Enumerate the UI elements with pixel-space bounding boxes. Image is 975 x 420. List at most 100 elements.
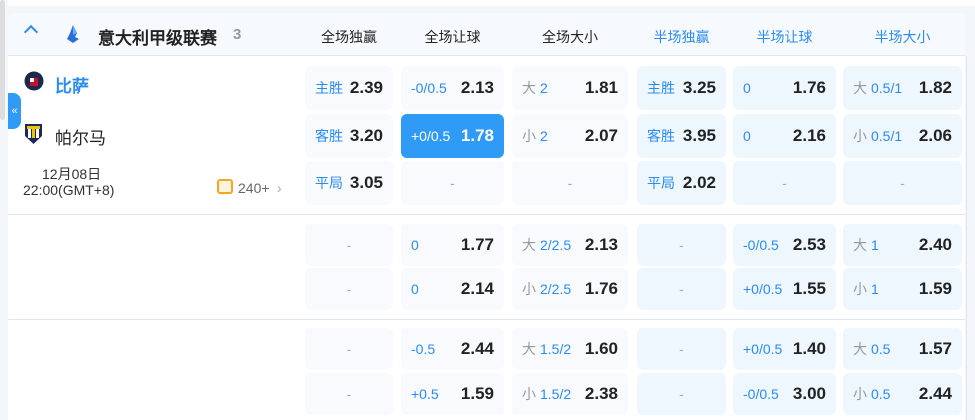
odds-cell[interactable]: +0.5 1.59 (401, 373, 504, 415)
more-markets-icon[interactable] (217, 179, 233, 194)
line-label: 0.5 (871, 341, 891, 357)
odds-value: 1.57 (918, 339, 952, 358)
column-header: 半场独赢 (653, 29, 710, 45)
over-under-label: 小 (853, 128, 867, 144)
odds-cell[interactable]: +0/0.5 1.55 (733, 268, 836, 310)
home-team[interactable]: 比萨 (55, 77, 89, 96)
panel-scrollbar[interactable] (966, 56, 967, 420)
line-label: 0.5/1 (871, 80, 903, 96)
odds-cell-empty: - (733, 161, 836, 205)
odds-cell[interactable]: 小 1 1.59 (843, 268, 962, 310)
line-label: 1.5/2 (540, 341, 572, 357)
odds-value: 2.40 (918, 235, 952, 254)
odds-cell[interactable]: 小 0.5 2.44 (843, 373, 962, 415)
odds-value: 1.59 (460, 384, 494, 403)
line-label: 平局 (315, 175, 343, 191)
over-under-label: 小 (522, 128, 536, 144)
odds-cell-empty: - (512, 161, 628, 205)
odds-value: 2.53 (792, 235, 826, 254)
odds-cell[interactable]: 主胜 3.25 (637, 66, 726, 110)
league-header[interactable] (8, 13, 965, 56)
expand-sidebar-button[interactable]: « (8, 93, 21, 129)
chevron-right-icon[interactable]: › (277, 180, 282, 196)
line-label: 2/2.5 (540, 281, 572, 297)
odds-cell[interactable]: -0/0.5 2.13 (401, 66, 504, 110)
line-label: 0 (411, 281, 419, 297)
away-team[interactable]: 帕尔马 (55, 129, 106, 148)
line-label: 2/2.5 (540, 237, 572, 253)
odds-cell[interactable]: 0 2.14 (401, 268, 504, 310)
odds-cell[interactable]: 大 0.5/1 1.82 (843, 66, 962, 110)
odds-cell[interactable]: 小 2/2.5 1.76 (512, 268, 628, 310)
more-markets-count[interactable]: 240+ (238, 180, 270, 196)
dash: - (346, 237, 352, 253)
over-under-label: 大 (853, 341, 867, 357)
line-label: +0/0.5 (411, 128, 451, 144)
odds-value: 2.07 (584, 126, 618, 145)
odds-value: 2.02 (682, 173, 716, 192)
odds-cell[interactable]: 客胜 3.20 (305, 114, 393, 158)
over-under-label: 大 (853, 237, 867, 253)
odds-value: 2.14 (460, 279, 494, 298)
odds-cell-empty: - (637, 224, 726, 266)
odds-cell[interactable]: 大 0.5 1.57 (843, 328, 962, 370)
line-label: -0/0.5 (411, 80, 447, 96)
divider (8, 214, 965, 215)
odds-cell[interactable]: 主胜 2.39 (305, 66, 393, 110)
odds-value: 2.39 (349, 78, 383, 97)
line-label: 2 (540, 80, 548, 96)
odds-cell[interactable]: 大 1.5/2 1.60 (512, 328, 628, 370)
column-header: 全场大小 (542, 29, 598, 45)
odds-value: 2.16 (792, 126, 826, 145)
odds-value: 3.25 (682, 78, 716, 97)
dash: - (346, 341, 352, 357)
over-under-label: 小 (522, 386, 536, 402)
line-label: 1 (871, 281, 879, 297)
odds-cell[interactable]: 平局 3.05 (305, 161, 393, 205)
odds-cell[interactable]: 大 2/2.5 2.13 (512, 224, 628, 266)
odds-cell[interactable]: +0/0.5 1.78 (401, 114, 504, 158)
column-header: 全场让球 (424, 29, 481, 45)
odds-cell[interactable]: 小 1.5/2 2.38 (512, 373, 628, 415)
odds-cell[interactable]: 客胜 3.95 (637, 114, 726, 158)
column-header: 半场大小 (874, 29, 931, 45)
line-label: 主胜 (647, 80, 675, 96)
odds-cell[interactable]: 平局 2.02 (637, 161, 726, 205)
odds-cell-empty: - (637, 268, 726, 310)
over-under-label: 大 (522, 80, 536, 96)
odds-cell[interactable]: 0 1.76 (733, 66, 836, 110)
dash: - (782, 175, 787, 191)
over-under-label: 大 (522, 237, 536, 253)
dash: - (679, 281, 684, 297)
odds-cell-empty: - (637, 328, 726, 370)
odds-value: 3.00 (792, 384, 826, 403)
odds-cell[interactable]: 0 1.77 (401, 224, 504, 266)
odds-cell[interactable]: 小 0.5/1 2.06 (843, 114, 962, 158)
odds-cell[interactable]: +0/0.5 1.40 (733, 328, 836, 370)
match-count: 3 (233, 26, 242, 43)
dash: - (679, 386, 684, 402)
line-label: +0.5 (411, 386, 439, 402)
odds-cell[interactable]: 0 2.16 (733, 114, 836, 158)
odds-cell[interactable]: 大 2 1.81 (512, 66, 628, 110)
odds-value: 2.44 (918, 384, 952, 403)
odds-value: 1.82 (918, 78, 952, 97)
odds-cell[interactable]: -0.5 2.44 (401, 328, 504, 370)
line-label: 平局 (647, 175, 675, 191)
line-label: 1.5/2 (540, 386, 572, 402)
line-label: +0/0.5 (743, 281, 783, 297)
line-label: 0.5 (871, 386, 891, 402)
odds-cell-empty: - (401, 161, 504, 205)
line-label: 0.5/1 (871, 128, 903, 144)
odds-value: 1.40 (792, 339, 826, 358)
odds-cell[interactable]: -0/0.5 3.00 (733, 373, 836, 415)
odds-value: 3.95 (682, 126, 716, 145)
page-scrollbar[interactable] (0, 0, 5, 120)
odds-cell[interactable]: -0/0.5 2.53 (733, 224, 836, 266)
dash: - (900, 175, 905, 191)
odds-value: 1.77 (460, 235, 494, 254)
odds-cell[interactable]: 小 2 2.07 (512, 114, 628, 158)
match-date: 12月08日 (42, 166, 102, 182)
over-under-label: 小 (853, 386, 867, 402)
odds-cell[interactable]: 大 1 2.40 (843, 224, 962, 266)
